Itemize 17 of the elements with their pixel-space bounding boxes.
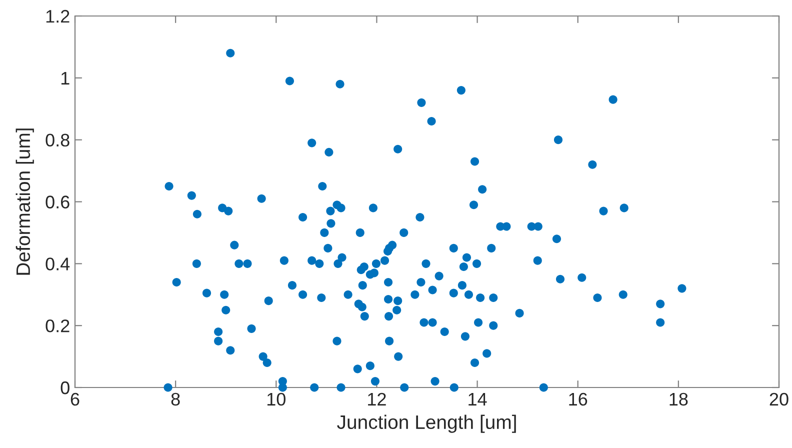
x-tick-label: 16 xyxy=(569,392,588,406)
y-tick-label: 0.4 xyxy=(46,258,70,270)
x-tick-label: 12 xyxy=(368,392,386,406)
x-tick-label: 18 xyxy=(670,392,688,406)
y-tick-label: 0 xyxy=(60,381,70,394)
y-axis-title: Deformation [um] xyxy=(16,128,34,275)
x-tick-label: 10 xyxy=(267,392,286,406)
x-axis-title: Junction Length [um] xyxy=(337,414,516,433)
x-tick-label: 6 xyxy=(70,392,80,406)
y-tick-label: 1.2 xyxy=(46,10,70,23)
y-tick-label: 1 xyxy=(61,72,70,84)
y-tick-label: 0.8 xyxy=(46,134,70,147)
y-tick-label: 0.2 xyxy=(46,320,70,332)
x-tick-label: 14 xyxy=(468,393,487,406)
x-tick-label: 20 xyxy=(770,392,788,406)
y-tick-label: 0.6 xyxy=(46,196,70,208)
x-tick-label: 8 xyxy=(171,392,180,406)
